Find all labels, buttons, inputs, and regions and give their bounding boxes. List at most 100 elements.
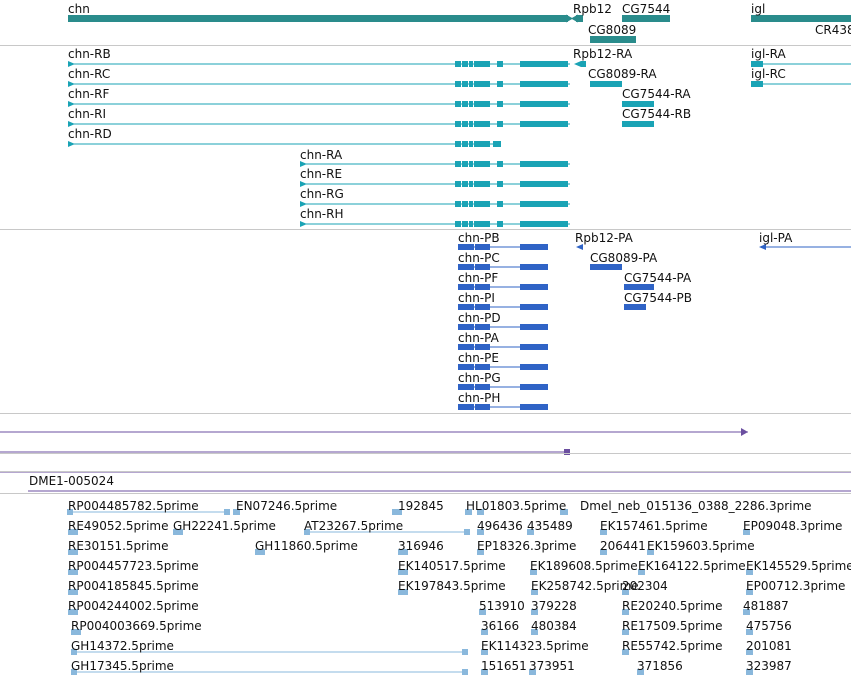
transcript-label[interactable]: chn-RA [300,148,343,162]
est-label[interactable]: RE55742.5prime [622,639,723,653]
protein-label[interactable]: chn-PD [458,311,501,325]
est-label[interactable]: GH14372.5prime [71,639,174,653]
transcript-label[interactable]: chn-RH [300,207,344,221]
est-label[interactable]: AT23267.5prime [304,519,404,533]
protein-exon [470,364,474,370]
protein-label[interactable]: Rpb12-PA [575,231,633,245]
transcript-exon [462,81,468,87]
protein-label[interactable]: chn-PB [458,231,500,245]
est-label[interactable]: EK164122.5prime [638,559,746,573]
transcript-exon [462,161,468,167]
est-label[interactable]: EN07246.5prime [236,499,338,513]
est-label[interactable]: EP00712.3prime [746,579,846,593]
est-label[interactable]: EK157461.5prime [600,519,708,533]
est-label[interactable]: EK197843.5prime [398,579,506,593]
protein-exon [475,284,490,290]
est-label[interactable]: 496436 [477,519,523,533]
est-label[interactable]: 371856 [637,659,683,673]
transcript-label[interactable]: chn-RD [68,127,112,141]
alignment-label[interactable]: DME1-005024 [29,474,114,488]
gene-label-cr438[interactable]: CR438 [815,23,851,37]
gene-label-cg7544[interactable]: CG7544 [622,2,671,16]
transcript-label[interactable]: igl-RA [751,47,786,61]
est-label[interactable]: 513910 [479,599,525,613]
est-label[interactable]: GH11860.5prime [255,539,358,553]
transcript-exon [751,61,763,67]
transcript-label[interactable]: chn-RG [300,187,344,201]
est-label[interactable]: RE17509.5prime [622,619,723,633]
protein-label[interactable]: CG8089-PA [590,251,658,265]
transcript-label[interactable]: chn-RE [300,167,343,181]
protein-exon [464,384,470,390]
protein-label[interactable]: CG7544-PA [624,271,692,285]
est-label[interactable]: 206441 [600,539,646,553]
est-label[interactable]: RE20240.5prime [622,599,723,613]
transcript-label[interactable]: CG8089-RA [588,67,657,81]
transcript-label[interactable]: Rpb12-RA [573,47,633,61]
protein-label[interactable]: chn-PC [458,251,500,265]
est-label[interactable]: EK258742.5prime [531,579,639,593]
est-label[interactable]: 379228 [531,599,577,613]
transcript-label[interactable]: chn-RI [68,107,107,121]
est-label[interactable]: RP004485782.5prime [68,499,199,513]
est-block [530,569,537,575]
est-label[interactable]: EK189608.5prime [530,559,638,573]
protein-exon [470,284,474,290]
protein-label[interactable]: chn-PI [458,291,495,305]
est-label[interactable]: 316946 [398,539,444,553]
est-label[interactable]: 481887 [743,599,789,613]
est-label[interactable]: Dmel_neb_015136_0388_2286.3prime [580,499,812,513]
est-label[interactable]: GH17345.5prime [71,659,174,673]
est-label[interactable]: 36166 [481,619,520,633]
est-label[interactable]: HL01803.5prime [466,499,567,513]
est-label[interactable]: RP004185845.5prime [68,579,199,593]
est-label[interactable]: EK114323.5prime [481,639,589,653]
est-label[interactable]: RP004003669.5prime [71,619,202,633]
transcript-exon [469,61,473,67]
est-label[interactable]: RP004457723.5prime [68,559,199,573]
est-label[interactable]: 192845 [398,499,444,513]
est-label[interactable]: EK140517.5prime [398,559,506,573]
gene-label-cg8089[interactable]: CG8089 [588,23,637,37]
est-label[interactable]: 323987 [746,659,792,673]
protein-label[interactable]: igl-PA [759,231,793,245]
protein-label[interactable]: chn-PH [458,391,501,405]
transcript-label[interactable]: CG7544-RB [622,107,692,121]
transcript-label[interactable]: chn-RB [68,47,111,61]
est-label[interactable]: RE30151.5prime [68,539,169,553]
transcript-exon [493,141,501,147]
est-label[interactable]: 435489 [527,519,573,533]
est-block [477,549,484,555]
transcript-label[interactable]: chn-RF [68,87,110,101]
protein-exon [464,324,470,330]
protein-label[interactable]: CG7544-PB [624,291,693,305]
alignment-block [564,449,570,455]
est-label[interactable]: GH22241.5prime [173,519,276,533]
est-label[interactable]: 201081 [746,639,792,653]
protein-label[interactable]: chn-PG [458,371,501,385]
protein-label[interactable]: chn-PF [458,271,499,285]
transcript-label[interactable]: chn-RC [68,67,111,81]
est-label[interactable]: EP18326.3prime [477,539,577,553]
gene-label-chn[interactable]: chn [68,2,90,16]
est-label[interactable]: EK145529.5prime [746,559,851,573]
est-label[interactable]: RP004244002.5prime [68,599,199,613]
est-label[interactable]: 202304 [622,579,668,593]
est-label[interactable]: EP09048.3prime [743,519,843,533]
transcript-label[interactable]: CG7544-RA [622,87,691,101]
alignment-arrow [741,428,748,436]
est-label[interactable]: RE49052.5prime [68,519,169,533]
est-label[interactable]: EK159603.5prime [647,539,755,553]
transcript-label[interactable]: igl-RC [751,67,786,81]
gene-label-igl[interactable]: igl [751,2,766,16]
protein-label[interactable]: chn-PE [458,351,499,365]
est-label[interactable]: 151651 [481,659,527,673]
gene-label-rpb12[interactable]: Rpb12 [573,2,612,16]
transcript-exon [469,121,473,127]
est-label[interactable]: 373951 [529,659,575,673]
est-label[interactable]: 475756 [746,619,792,633]
transcript-exon [497,181,503,187]
est-label[interactable]: 480384 [531,619,577,633]
protein-label[interactable]: chn-PA [458,331,499,345]
